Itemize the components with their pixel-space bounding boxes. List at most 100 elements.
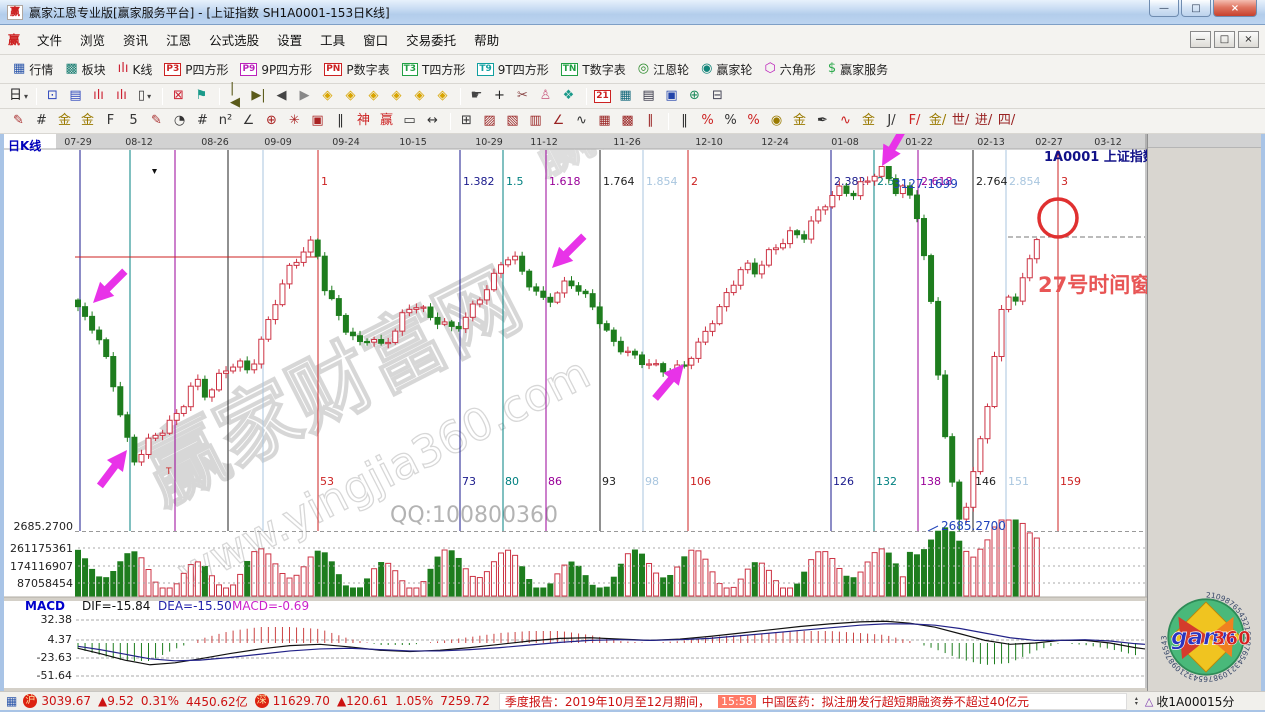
hist-pair-button[interactable]: ‖: [674, 111, 695, 131]
gann-grid-button[interactable]: #: [31, 111, 52, 131]
winner-wheel-button[interactable]: ◉ 赢家轮: [696, 58, 757, 81]
angle-tool-button[interactable]: ∠: [238, 111, 259, 131]
menu-item-4[interactable]: 江恩: [166, 33, 192, 48]
ruler-123-button[interactable]: ▭: [399, 111, 420, 131]
menu-item-7[interactable]: 工具: [320, 33, 346, 48]
wave-line-button[interactable]: ∿: [835, 111, 856, 131]
pencil-2-button[interactable]: ✎: [146, 111, 167, 131]
menu-item-8[interactable]: 窗口: [363, 33, 389, 48]
hatch-box-2-button[interactable]: ▥: [525, 111, 546, 131]
menu-item-9[interactable]: 交易委托: [406, 33, 457, 48]
zigzag-button[interactable]: ∿: [571, 111, 592, 131]
nav-left-button[interactable]: ◈: [317, 86, 338, 106]
grid-dense-2-button[interactable]: ▩: [617, 111, 638, 131]
calculator-button[interactable]: ▦: [615, 86, 636, 106]
expand-all-button[interactable]: ◈: [432, 86, 453, 106]
info-panel-button[interactable]: ▤: [65, 86, 86, 106]
arrow-annotation[interactable]: [873, 134, 913, 171]
minimize-button[interactable]: —: [1149, 0, 1179, 17]
period-daily-button[interactable]: 日 ▾: [8, 86, 29, 106]
compress-all-button[interactable]: ◈: [409, 86, 430, 106]
gold-section-1-button[interactable]: 金: [54, 111, 75, 131]
region-zoom-button[interactable]: ⊡: [42, 86, 63, 106]
quotes-button[interactable]: ▦ 行情: [8, 58, 58, 81]
menu-item-6[interactable]: 设置: [277, 33, 303, 48]
panel-type-label[interactable]: 日K线: [8, 138, 41, 153]
save-button[interactable]: ▣: [661, 86, 682, 106]
spider-web-button[interactable]: ✳: [284, 111, 305, 131]
si-slash-button[interactable]: 四/: [996, 111, 1017, 131]
arrow-annotation[interactable]: [86, 264, 132, 310]
hexagon-button[interactable]: ⬡ 六角形: [759, 58, 820, 81]
menu-item-1[interactable]: 文件: [37, 33, 63, 48]
f-line-button[interactable]: F/: [904, 111, 925, 131]
mdi-close-button[interactable]: ×: [1238, 31, 1259, 48]
news-ticker[interactable]: 季度报告：2019年10月至12月期间， 15:58 中国医药：拟注册发行超短期…: [498, 692, 1127, 710]
memo-button[interactable]: ▤: [638, 86, 659, 106]
close-chart-button[interactable]: ⊠: [168, 86, 189, 106]
color-flag-button[interactable]: ⚑: [191, 86, 212, 106]
calendar-button[interactable]: 21: [592, 87, 613, 106]
sz-index-value[interactable]: 11629.70: [272, 694, 330, 708]
chip-tool-button[interactable]: ♙: [535, 86, 556, 106]
brush-button[interactable]: ✒: [812, 111, 833, 131]
sectors-button[interactable]: ▩ 板块: [60, 58, 110, 81]
fan-lines-button[interactable]: ▨: [479, 111, 500, 131]
hand-tool-button[interactable]: ☛: [466, 86, 487, 106]
first-page-button[interactable]: |◀: [225, 79, 246, 113]
arrow-annotation[interactable]: [545, 229, 591, 275]
next-bar-button[interactable]: ▶: [294, 86, 315, 106]
expand-h-button[interactable]: ◈: [386, 86, 407, 106]
menu-item-2[interactable]: 浏览: [80, 33, 106, 48]
prev-bar-button[interactable]: ◀: [271, 86, 292, 106]
fib-f-button[interactable]: F: [100, 111, 121, 131]
jin-slash-button[interactable]: 进/: [973, 111, 994, 131]
menu-item-3[interactable]: 资讯: [123, 33, 149, 48]
kline-chart-canvas[interactable]: 赢家财富网www.yingjia360.com赢家财富网QQ:100800360…: [4, 134, 1147, 691]
nav-right-button[interactable]: ◈: [340, 86, 361, 106]
percent-button[interactable]: %: [720, 111, 741, 131]
tool-5-button[interactable]: 5: [123, 111, 144, 131]
gold-circle-button[interactable]: ◉: [766, 111, 787, 131]
ying-tool-button[interactable]: 赢: [376, 111, 397, 131]
status-period-label[interactable]: 收1A00015分: [1156, 694, 1235, 709]
arrow-annotation[interactable]: [647, 358, 691, 405]
last-page-button[interactable]: ▶|: [248, 86, 269, 106]
network-button[interactable]: ⊕: [684, 86, 705, 106]
shen-tool-button[interactable]: 神: [353, 111, 374, 131]
pattern-tool-button[interactable]: ❖: [558, 86, 579, 106]
cycle-clock-button[interactable]: ◔: [169, 111, 190, 131]
menu-item-5[interactable]: 公式选股: [209, 33, 260, 48]
grid-box-button[interactable]: ⊞: [456, 111, 477, 131]
symbol-label[interactable]: 1A0001 上证指数: [1044, 149, 1147, 165]
gold-line-button[interactable]: 金: [789, 111, 810, 131]
percent-channel-button[interactable]: %: [697, 111, 718, 131]
grid-dense-button[interactable]: ▦: [594, 111, 615, 131]
ticker-scroll-down-icon[interactable]: ▾: [1134, 700, 1138, 707]
hatch-box-button[interactable]: ▧: [502, 111, 523, 131]
mdi-minimize-button[interactable]: —: [1190, 31, 1211, 48]
crosshair-tool-button[interactable]: +: [489, 86, 510, 106]
quote-lines-button[interactable]: ‖: [330, 111, 351, 131]
t-number-table-button[interactable]: TN T数字表: [556, 58, 631, 81]
winner-service-button[interactable]: $ 赢家服务: [823, 58, 893, 81]
measure-span-button[interactable]: ↔: [422, 111, 443, 131]
parallel-lines-button[interactable]: ∥: [640, 111, 661, 131]
angle-lines-button[interactable]: ∠: [548, 111, 569, 131]
shi-slash-button[interactable]: 世/: [950, 111, 971, 131]
maximize-button[interactable]: □: [1181, 0, 1211, 17]
percent-line-button[interactable]: %: [743, 111, 764, 131]
menu-item-10[interactable]: 帮助: [474, 33, 500, 48]
square-web-button[interactable]: ▣: [307, 111, 328, 131]
mini-bars-3-button[interactable]: ılı: [88, 86, 109, 106]
price-grid-button[interactable]: #: [192, 111, 213, 131]
pane-splitter[interactable]: [4, 597, 1147, 601]
gold-slash-button[interactable]: 金/: [927, 111, 948, 131]
arrow-annotation[interactable]: [92, 444, 135, 492]
p-square-button[interactable]: P3 P四方形: [159, 58, 233, 81]
p-number-table-button[interactable]: PN P数字表: [319, 58, 394, 81]
pencil-button[interactable]: ✎: [8, 111, 29, 131]
close-button[interactable]: ×: [1213, 0, 1257, 17]
time-window-annotation[interactable]: 27号时间窗口: [1038, 273, 1147, 297]
quote-grid-icon[interactable]: ▦: [6, 694, 18, 708]
